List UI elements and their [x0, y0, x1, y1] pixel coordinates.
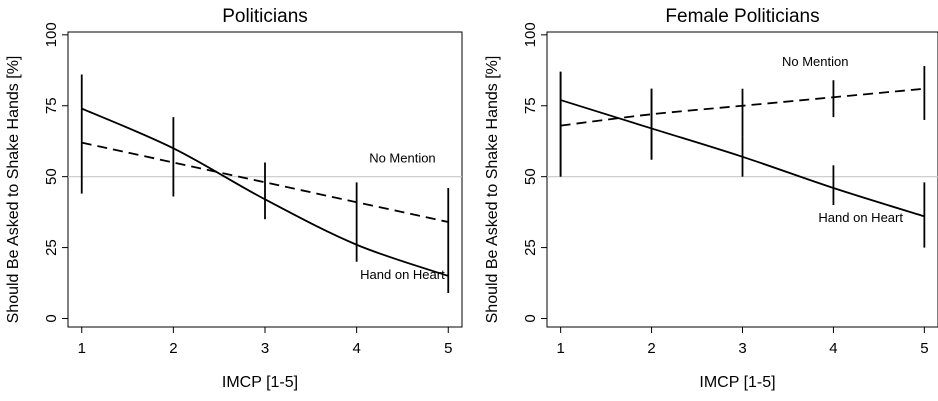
chart0-y-axis-label: Should Be Asked to Shake Hands [%]	[5, 56, 22, 324]
chart1-ytick-label: 0	[522, 314, 539, 322]
chart0-xtick-label: 5	[444, 340, 452, 357]
panel-female-politicians: Female Politicians 0 25 50 75 100 1 2 3 4 5 IMCP [1…	[484, 6, 938, 391]
chart1-plot-frame	[546, 31, 938, 328]
chart1-xtick-label: 5	[920, 340, 928, 357]
chart0-ytick-label: 25	[43, 239, 60, 256]
chart1-ytick-label: 100	[522, 22, 539, 47]
chart1-xtick-label: 4	[829, 340, 837, 357]
chart0-ytick-label: 50	[43, 168, 60, 185]
chart1-x-axis-label: IMCP [1-5]	[699, 374, 775, 391]
chart0-title: Politicians	[222, 6, 308, 27]
chart0-annotation: No Mention	[369, 150, 435, 165]
chart1-ytick-label: 50	[522, 168, 539, 185]
chart1-annotation: No Mention	[782, 54, 848, 69]
chart0-ytick-label: 100	[43, 22, 60, 47]
chart1-title: Female Politicians	[665, 6, 819, 27]
chart1-xtick-label: 1	[556, 340, 564, 357]
chart0-series-no-mention-line	[81, 141, 449, 223]
chart0-x-axis-label: IMCP [1-5]	[222, 374, 298, 391]
chart1-xtick-label: 2	[647, 340, 655, 357]
chart1-y-axis-label: Should Be Asked to Shake Hands [%]	[484, 56, 501, 324]
chart0-xtick-label: 1	[78, 340, 86, 357]
chart1-ytick-label: 25	[522, 239, 539, 256]
chart0-annotation: Hand on Heart	[360, 267, 445, 282]
chart0-xtick-label: 2	[169, 340, 177, 357]
chart1-annotation: Hand on Heart	[818, 210, 903, 225]
panel-politicians: Politicians 0 25 50 75 100 1 2 3 4 5 IMCP [1-5] Shou…	[5, 6, 463, 391]
chart1-ytick-label: 75	[522, 97, 539, 114]
chart0-xtick-label: 4	[352, 340, 360, 357]
chart1-xtick-label: 3	[738, 340, 746, 357]
chart0-xtick-label: 3	[261, 340, 269, 357]
chart0-ytick-label: 0	[43, 314, 60, 322]
chart0-ytick-label: 75	[43, 97, 60, 114]
